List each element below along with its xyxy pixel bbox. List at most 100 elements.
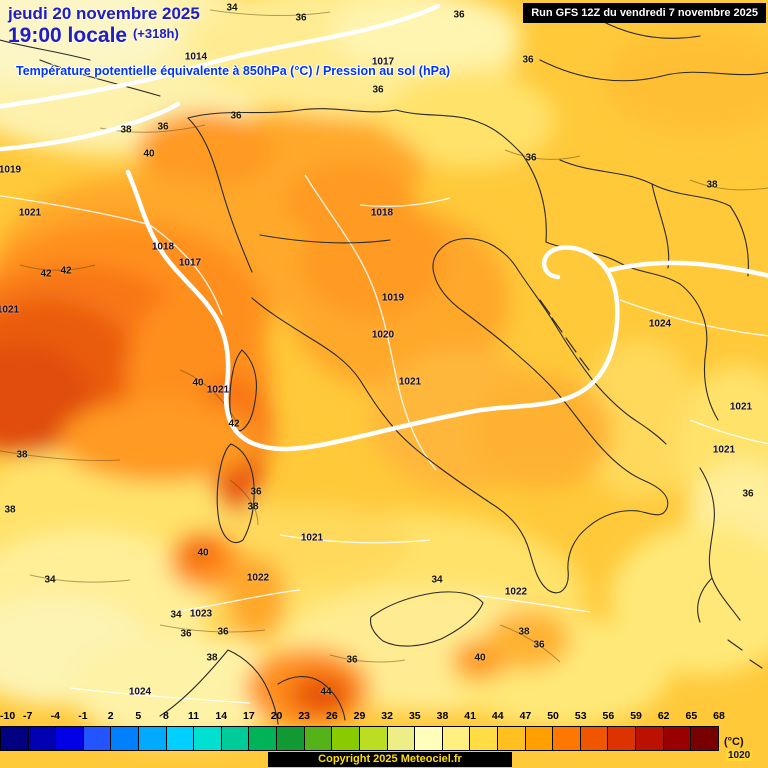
scale-tick-label: 20 bbox=[270, 710, 283, 722]
scale-cell bbox=[139, 727, 167, 750]
theta-e-label: 34 bbox=[170, 609, 182, 621]
pressure-label: 1021 bbox=[300, 532, 324, 544]
pressure-label: 1022 bbox=[504, 586, 528, 598]
theta-e-label: 36 bbox=[346, 654, 358, 666]
scale-tick-label: 50 bbox=[547, 710, 559, 722]
copyright-bar: Copyright 2025 Meteociel.fr bbox=[268, 752, 512, 767]
scale-tick-label: 59 bbox=[630, 710, 642, 722]
scale-cell bbox=[608, 727, 637, 750]
scale-cell bbox=[56, 727, 84, 750]
scale-cell bbox=[387, 727, 416, 750]
scale-cell bbox=[332, 727, 360, 750]
scale-cell bbox=[1, 727, 29, 750]
theta-e-label: 36 bbox=[157, 121, 169, 133]
scale-tick-label: 2 bbox=[107, 710, 114, 722]
pressure-label: 1019 bbox=[0, 164, 22, 176]
theta-e-label: 36 bbox=[230, 110, 242, 122]
pressure-label: 1021 bbox=[0, 304, 20, 316]
scale-tick-label: 8 bbox=[163, 710, 169, 722]
theta-e-label: 34 bbox=[44, 574, 56, 586]
scale-cell bbox=[221, 727, 250, 750]
scale-tick-label: -1 bbox=[78, 710, 88, 722]
theta-e-label: 36 bbox=[453, 9, 465, 21]
theta-e-label: 38 bbox=[247, 501, 259, 513]
scale-cell bbox=[636, 727, 664, 750]
scale-tick-label: 62 bbox=[657, 710, 670, 722]
pressure-label: 1020 bbox=[371, 329, 395, 341]
scale-tick-label: 47 bbox=[519, 710, 532, 722]
pressure-label: 1017 bbox=[178, 257, 202, 269]
scale-cell bbox=[497, 727, 526, 750]
scale-cell bbox=[663, 727, 692, 750]
pressure-label: 1024 bbox=[128, 686, 152, 698]
scale-cell bbox=[304, 727, 333, 750]
theta-e-label: 38 bbox=[120, 124, 132, 136]
scale-cell bbox=[580, 727, 609, 750]
scale-cell bbox=[83, 727, 112, 750]
theta-e-label: 36 bbox=[180, 628, 192, 640]
scale-tick-label: 65 bbox=[685, 710, 698, 722]
theta-e-label: 36 bbox=[522, 54, 534, 66]
pressure-label: 1023 bbox=[189, 608, 213, 620]
theta-e-label: 38 bbox=[518, 626, 530, 638]
scale-tick-label: 29 bbox=[353, 710, 366, 722]
theta-e-label: 40 bbox=[474, 652, 486, 664]
theta-e-label: 36 bbox=[217, 626, 229, 638]
scale-cell bbox=[359, 727, 388, 750]
scale-tick-label: 35 bbox=[408, 710, 421, 722]
forecast-time-text: 19:00 locale bbox=[8, 24, 128, 47]
scale-tick-label: 11 bbox=[188, 710, 200, 722]
theta-e-label: 36 bbox=[742, 488, 754, 500]
theta-e-label: 40 bbox=[197, 547, 209, 559]
theta-e-label: 36 bbox=[525, 152, 537, 164]
scale-cell bbox=[553, 727, 581, 750]
theta-e-label: 38 bbox=[16, 449, 28, 461]
scale-tick-label: 53 bbox=[574, 710, 587, 722]
theta-e-label: 38 bbox=[206, 652, 218, 664]
coastline-layer bbox=[0, 19, 768, 725]
theta-e-label: 38 bbox=[4, 504, 16, 516]
scale-tick-label: 14 bbox=[215, 710, 228, 722]
scale-tick-label: 17 bbox=[243, 710, 255, 722]
theta-e-label: 42 bbox=[228, 418, 240, 430]
map-title: Température potentielle équivalente à 85… bbox=[16, 64, 451, 78]
scale-tick-label: 68 bbox=[713, 710, 725, 722]
scale-tick-label: 41 bbox=[464, 710, 476, 722]
scale-tick-label: 56 bbox=[602, 710, 615, 722]
pressure-label: 1021 bbox=[206, 384, 230, 396]
theta-e-label: 42 bbox=[40, 268, 52, 280]
theta-e-label: 44 bbox=[320, 686, 332, 698]
scale-unit-label: (°C) bbox=[724, 736, 744, 748]
scale-tick-label: 23 bbox=[298, 710, 311, 722]
theta-e-label: 36 bbox=[372, 84, 384, 96]
front-line-layer bbox=[0, 3, 768, 452]
theta-e-label: 42 bbox=[60, 265, 72, 277]
scale-tick-label: 26 bbox=[326, 710, 338, 722]
theta-e-label: 36 bbox=[533, 639, 545, 651]
theta-contour-layer bbox=[0, 9, 768, 663]
scale-cell bbox=[442, 727, 471, 750]
scale-cell bbox=[415, 727, 443, 750]
scale-tick-label: -7 bbox=[22, 710, 33, 722]
theta-e-label: 40 bbox=[192, 377, 204, 389]
scale-cell bbox=[166, 727, 195, 750]
scale-cell bbox=[28, 727, 57, 750]
pressure-label: 1024 bbox=[648, 318, 672, 330]
theta-e-label: 34 bbox=[226, 2, 238, 14]
pressure-label: 1021 bbox=[712, 444, 736, 456]
pressure-label: 1014 bbox=[184, 51, 208, 63]
theta-e-label: 36 bbox=[295, 12, 307, 24]
pressure-label: 1019 bbox=[381, 292, 405, 304]
pressure-label: 1017 bbox=[371, 56, 395, 68]
scale-cell bbox=[277, 727, 305, 750]
pressure-label: 1021 bbox=[18, 207, 42, 219]
theta-e-label: 36 bbox=[250, 486, 262, 498]
scale-tick-label: 44 bbox=[491, 710, 504, 722]
forecast-time: 19:00 locale (+318h) bbox=[8, 24, 179, 48]
forecast-date: jeudi 20 novembre 2025 bbox=[8, 4, 200, 23]
theta-e-label: 38 bbox=[706, 179, 718, 191]
forecast-offset: (+318h) bbox=[132, 26, 179, 41]
